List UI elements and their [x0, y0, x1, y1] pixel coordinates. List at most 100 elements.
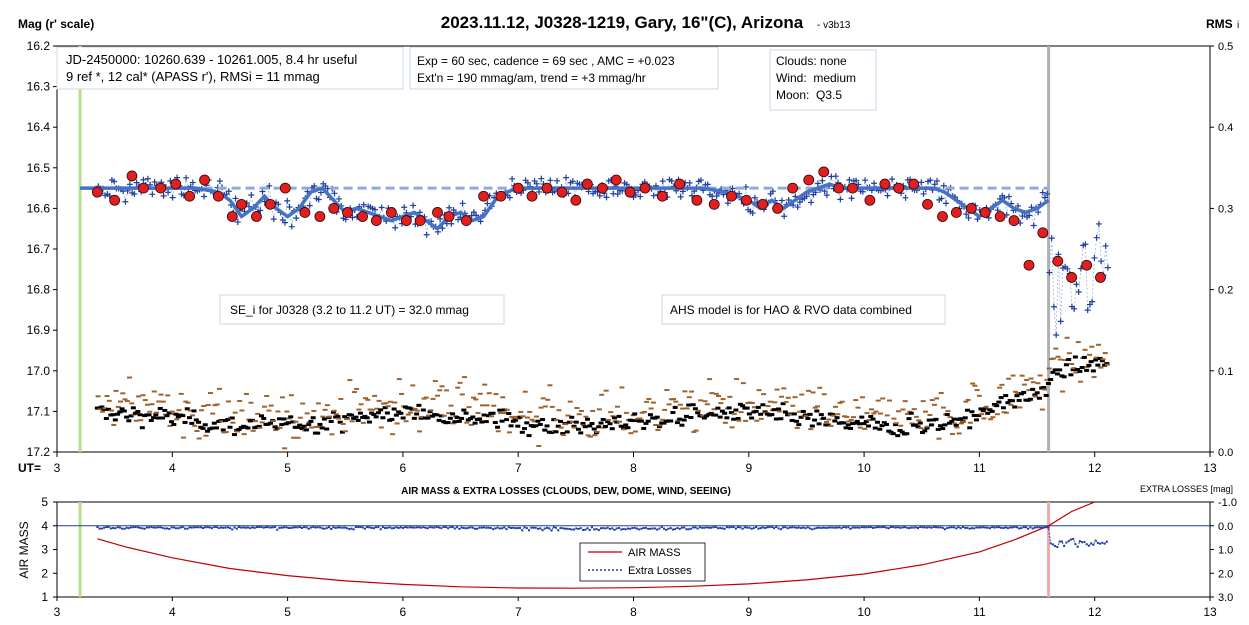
rms-ref-mark — [659, 418, 665, 421]
rms-mark — [1043, 393, 1049, 397]
rms-mark — [1090, 369, 1096, 373]
rms-mark — [151, 416, 157, 420]
rms-ref-mark — [945, 410, 951, 413]
rms-ref-mark — [284, 410, 290, 413]
extra-losses-point — [851, 526, 854, 529]
extra-losses-point — [1040, 526, 1043, 529]
extra-losses-point — [824, 526, 827, 529]
extra-losses-point — [532, 526, 535, 529]
rms-ref-mark — [189, 414, 195, 417]
rms-mark — [1086, 363, 1092, 367]
rms-mark — [438, 414, 444, 418]
extra-losses-point — [152, 526, 155, 529]
extra-losses-point — [912, 526, 915, 529]
mag-plus — [704, 181, 711, 188]
extra-losses-point — [489, 526, 492, 529]
rms-ref-mark — [540, 397, 546, 400]
rms-mark — [605, 420, 611, 424]
extra-losses-point — [460, 526, 463, 529]
bottom-chart-title: AIR MASS & EXTRA LOSSES (CLOUDS, DEW, DO… — [401, 486, 731, 497]
extra-losses-point — [804, 527, 807, 530]
extra-losses-point — [943, 528, 946, 531]
rms-ref-mark — [648, 407, 654, 410]
mag-plus — [1093, 234, 1100, 241]
rms-ref-mark — [167, 424, 173, 427]
rms-mark — [794, 419, 800, 423]
rms-ref-mark — [1073, 371, 1079, 374]
extra-losses-point — [1009, 526, 1012, 529]
extra-losses-point — [132, 526, 135, 529]
binned-mag-dot — [581, 178, 593, 190]
rms-mark — [935, 427, 941, 431]
rms-mark — [171, 423, 177, 427]
extra-losses-point — [453, 527, 456, 530]
rms-mark — [584, 417, 590, 421]
mag-plus — [293, 215, 300, 222]
left-y-tick-label: 17.2 — [27, 445, 51, 459]
extra-losses-point — [408, 526, 411, 529]
rms-ref-mark — [558, 426, 564, 429]
extra-losses-point — [734, 527, 737, 530]
extra-losses-point — [784, 526, 787, 529]
rms-ref-mark — [491, 404, 497, 407]
extra-losses-point — [323, 527, 326, 530]
rms-ref-mark — [471, 396, 477, 399]
rms-ref-mark — [704, 403, 710, 406]
rms-ref-mark — [399, 392, 405, 395]
rms-ref-mark — [988, 418, 994, 421]
rms-mark — [969, 410, 975, 414]
mag-plus — [144, 175, 151, 182]
rms-mark — [281, 417, 287, 421]
rms-ref-mark — [806, 389, 812, 392]
extra-losses-point — [546, 526, 549, 529]
extra-losses-point — [1103, 542, 1106, 545]
rms-mark — [868, 414, 874, 418]
extra-losses-tick-label: 2.0 — [1218, 568, 1233, 580]
rms-mark — [1099, 359, 1105, 363]
rms-mark — [863, 419, 869, 423]
rms-ref-mark — [711, 408, 717, 411]
mag-plus — [1048, 235, 1055, 242]
rms-ref-mark — [603, 389, 609, 392]
extra-losses-point — [96, 525, 99, 528]
extra-losses-point — [925, 526, 928, 529]
left-y-tick-label: 17.1 — [27, 404, 51, 418]
rms-ref-mark — [480, 404, 486, 407]
mag-plus — [778, 197, 785, 204]
rms-mark — [971, 414, 977, 418]
rms-ref-mark — [198, 409, 204, 412]
extra-losses-point — [710, 526, 713, 529]
extra-losses-curve — [97, 526, 1108, 548]
rms-mark — [411, 416, 417, 420]
extra-losses-point — [1078, 540, 1081, 543]
rms-mark — [564, 430, 570, 434]
mag-plus — [149, 191, 156, 198]
extra-losses-point — [1042, 526, 1045, 529]
rms-mark — [591, 427, 597, 431]
rms-mark — [353, 415, 359, 419]
rms-mark — [771, 408, 777, 412]
binned-mag-dot — [908, 178, 920, 190]
rms-mark — [157, 406, 163, 410]
rms-mark — [580, 421, 586, 425]
rms-ref-mark — [839, 400, 845, 403]
extra-losses-point — [692, 526, 695, 529]
rms-mark — [294, 425, 300, 429]
mag-plus — [963, 211, 970, 218]
mag-plus — [659, 178, 666, 185]
extra-losses-point — [874, 526, 877, 529]
rms-ref-mark — [848, 418, 854, 421]
rms-mark — [893, 423, 899, 427]
extra-losses-point — [910, 526, 913, 529]
rms-mark — [598, 421, 604, 425]
rms-mark — [492, 421, 498, 425]
binned-mag-dot — [879, 178, 891, 190]
rms-ref-mark — [369, 408, 375, 411]
rms-ref-mark — [619, 386, 625, 389]
rms-mark — [245, 426, 251, 430]
rms-ref-mark — [576, 413, 582, 416]
rms-mark — [582, 425, 588, 429]
rms-mark — [299, 427, 305, 431]
rms-ref-mark — [459, 393, 465, 396]
rms-mark — [454, 416, 460, 420]
